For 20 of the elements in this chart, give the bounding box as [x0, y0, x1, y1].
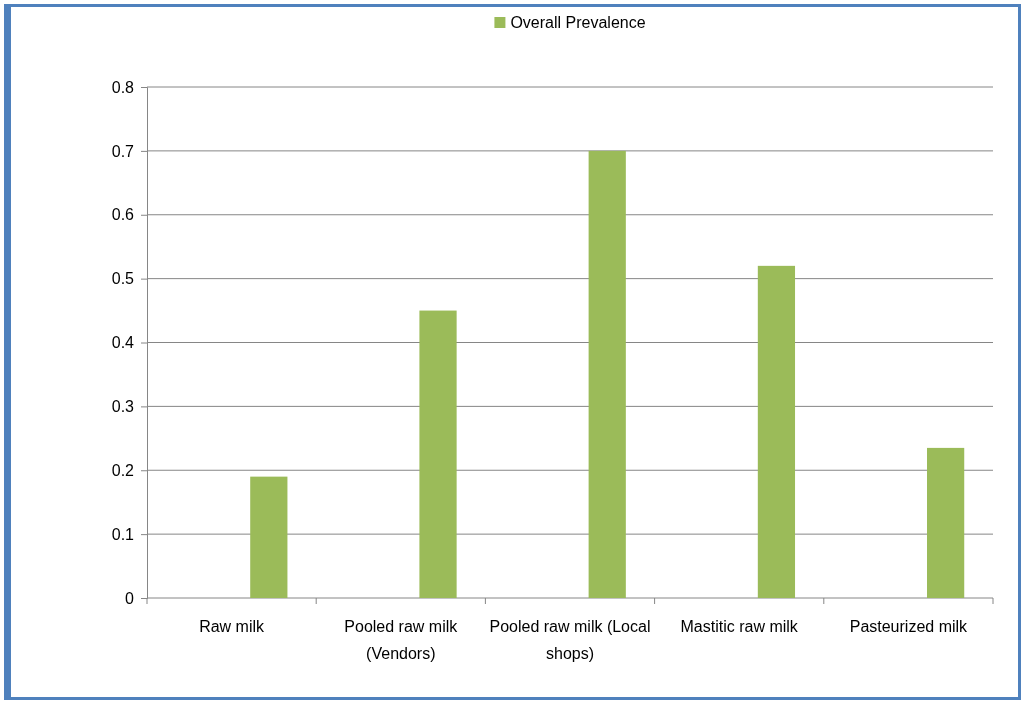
- y-tick-label: 0.3: [111, 397, 135, 415]
- bar: [250, 476, 288, 598]
- x-tick-label: Raw milk: [199, 618, 266, 635]
- x-tick-label: Pooled raw milk (Vendors): [344, 618, 459, 662]
- y-tick-label: 0: [125, 589, 135, 607]
- y-tick-label: 0.1: [111, 525, 135, 543]
- y-tick-label: 0.2: [111, 461, 135, 479]
- x-tick-label: Mastitic raw milk: [680, 618, 799, 635]
- y-tick-label: 0.8: [111, 78, 135, 96]
- x-tick-label: Pooled raw milk (Local shops): [489, 618, 651, 662]
- bar: [588, 150, 626, 598]
- y-tick-label: 0.4: [111, 334, 135, 352]
- legend-label: Overall Prevalence: [510, 14, 646, 31]
- y-tick-label: 0.6: [111, 206, 135, 224]
- y-tick-label: 0.7: [111, 142, 135, 160]
- x-tick-label: Pasteurized milk: [849, 618, 969, 635]
- bar: [757, 265, 796, 598]
- bar: [419, 310, 457, 598]
- y-tick-label: 0.5: [111, 270, 135, 288]
- bar: [927, 447, 965, 598]
